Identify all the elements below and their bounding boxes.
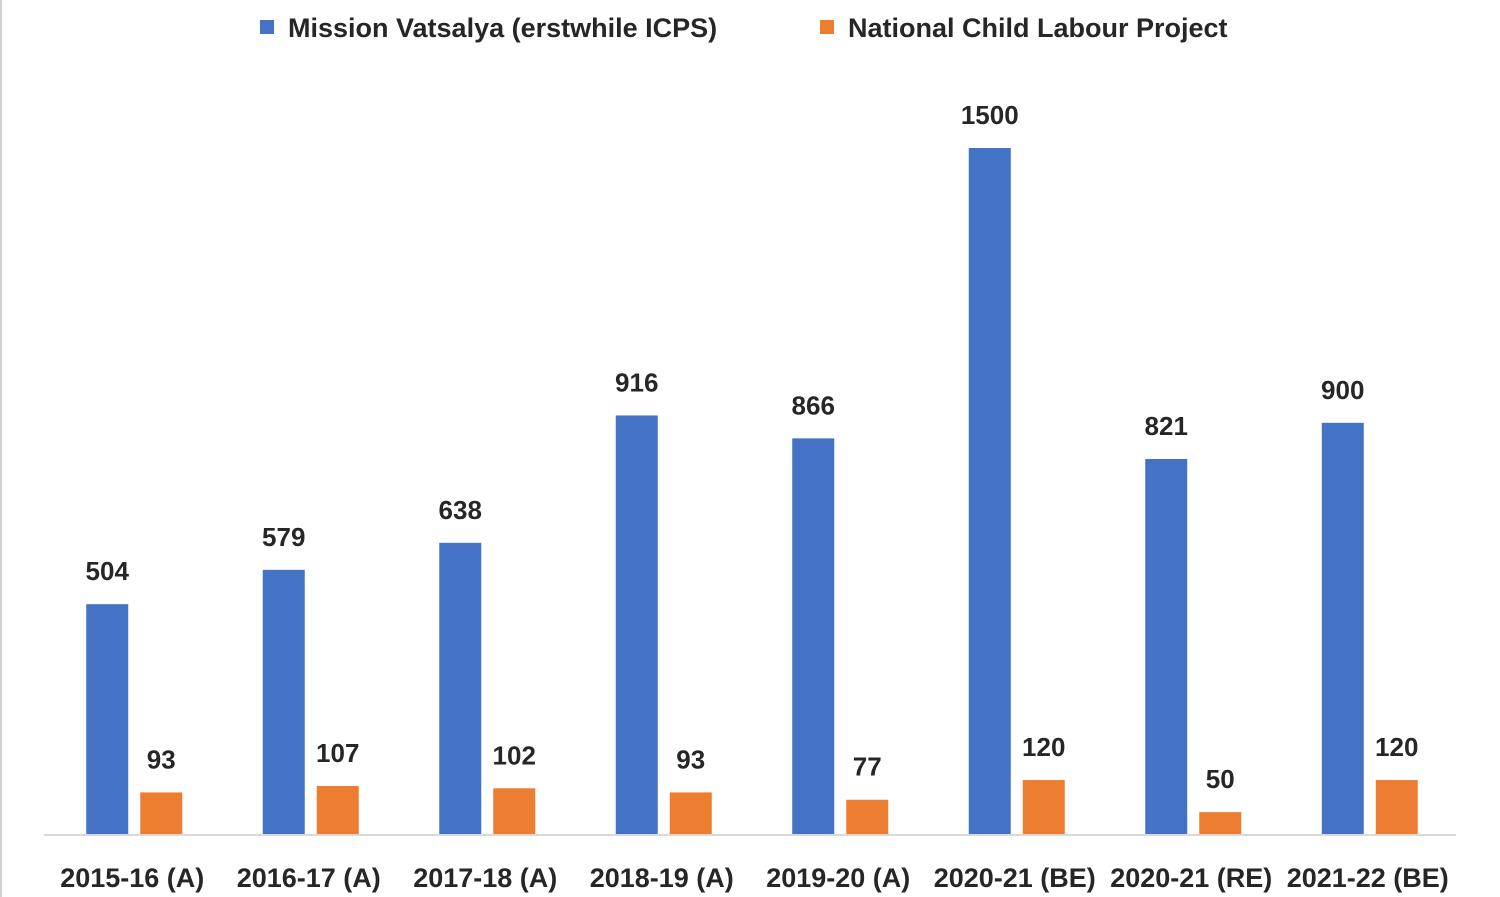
data-label-mission-vatsalya-4: 916 <box>615 367 658 397</box>
legend-label-2: National Child Labour Project <box>848 13 1228 43</box>
data-label-nclp-4: 93 <box>676 744 705 774</box>
data-label-nclp-6: 120 <box>1022 732 1065 762</box>
bar-nclp-6 <box>1022 780 1065 835</box>
data-label-nclp-5: 77 <box>853 752 882 782</box>
data-label-mission-vatsalya-1: 504 <box>86 556 130 586</box>
bar-mission-vatsalya-5 <box>792 438 835 835</box>
bar-nclp-5 <box>846 799 889 835</box>
data-label-nclp-1: 93 <box>147 744 176 774</box>
bar-mission-vatsalya-7 <box>1145 458 1188 835</box>
bar-nclp-4 <box>669 792 712 835</box>
bar-mission-vatsalya-2 <box>262 569 305 835</box>
legend-swatch-2 <box>820 20 834 34</box>
data-label-mission-vatsalya-6: 1500 <box>961 100 1019 130</box>
bar-mission-vatsalya-3 <box>439 542 482 835</box>
bar-nclp-7 <box>1199 812 1242 835</box>
x-tick-label-8: 2021-22 (BE) <box>1287 863 1449 893</box>
bar-nclp-1 <box>140 792 183 835</box>
x-tick-label-3: 2017-18 (A) <box>413 863 557 893</box>
data-label-nclp-3: 102 <box>493 740 536 770</box>
x-tick-label-6: 2020-21 (BE) <box>934 863 1096 893</box>
x-tick-label-7: 2020-21 (RE) <box>1110 863 1272 893</box>
bar-nclp-3 <box>493 788 536 835</box>
x-tick-label-1: 2015-16 (A) <box>60 863 204 893</box>
data-label-mission-vatsalya-5: 866 <box>792 390 835 420</box>
data-label-nclp-8: 120 <box>1375 732 1418 762</box>
x-tick-label-5: 2019-20 (A) <box>766 863 910 893</box>
data-label-mission-vatsalya-2: 579 <box>262 522 305 552</box>
bar-mission-vatsalya-1 <box>86 604 129 835</box>
data-label-nclp-7: 50 <box>1206 764 1235 794</box>
bar-mission-vatsalya-6 <box>968 148 1011 835</box>
chart-legend: Mission Vatsalya (erstwhile ICPS) Nationa… <box>260 13 1228 43</box>
data-label-mission-vatsalya-7: 821 <box>1145 411 1188 441</box>
data-label-nclp-2: 107 <box>316 738 359 768</box>
data-label-mission-vatsalya-3: 638 <box>439 495 482 525</box>
x-tick-label-2: 2016-17 (A) <box>237 863 381 893</box>
legend-swatch-1 <box>260 20 274 34</box>
data-label-mission-vatsalya-8: 900 <box>1321 375 1364 405</box>
x-tick-label-group: 2015-16 (A) 2016-17 (A) 2017-18 (A) 2018-19… <box>60 863 1449 893</box>
bar-mission-vatsalya-8 <box>1321 422 1364 835</box>
data-label-group: 504 93 579 107 638 102 916 93 866 77 1500 120 821 50 9… <box>86 100 1419 794</box>
bar-nclp-2 <box>316 785 359 835</box>
bar-mission-vatsalya-4 <box>615 415 658 835</box>
bar-nclp-8 <box>1375 780 1418 835</box>
bar-group <box>86 148 1418 835</box>
x-tick-label-4: 2018-19 (A) <box>590 863 734 893</box>
legend-label-1: Mission Vatsalya (erstwhile ICPS) <box>288 13 717 43</box>
